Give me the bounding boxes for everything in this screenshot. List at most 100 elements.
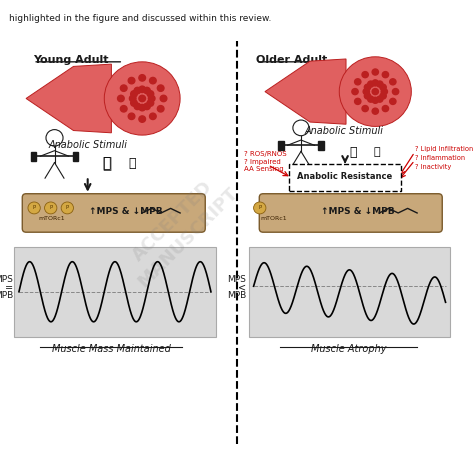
Text: Anabolic Stimuli: Anabolic Stimuli xyxy=(48,140,127,150)
Text: Young Adult: Young Adult xyxy=(33,55,109,65)
Bar xyxy=(278,141,284,150)
Text: ? Lipid Infiltration: ? Lipid Infiltration xyxy=(415,146,473,152)
Circle shape xyxy=(390,79,396,85)
Circle shape xyxy=(139,116,146,122)
Circle shape xyxy=(352,88,358,95)
Circle shape xyxy=(380,93,386,99)
Circle shape xyxy=(129,95,136,102)
Circle shape xyxy=(377,81,383,87)
Text: P: P xyxy=(258,206,261,210)
Circle shape xyxy=(390,98,396,104)
Text: ↑MPS & ↓MPB: ↑MPS & ↓MPB xyxy=(89,207,163,216)
Text: mTORc1: mTORc1 xyxy=(38,216,64,221)
Circle shape xyxy=(363,88,369,95)
Text: 🍔: 🍔 xyxy=(349,146,357,158)
Text: Muscle Mass Maintained: Muscle Mass Maintained xyxy=(52,344,171,354)
Circle shape xyxy=(139,86,146,93)
Text: Older Adult: Older Adult xyxy=(256,55,327,65)
Circle shape xyxy=(104,62,180,135)
Text: ? Impaired: ? Impaired xyxy=(244,159,281,165)
Text: 🍔: 🍔 xyxy=(102,156,111,170)
Circle shape xyxy=(157,85,164,92)
Bar xyxy=(31,152,36,161)
Text: <: < xyxy=(238,283,246,293)
Circle shape xyxy=(120,105,127,112)
Circle shape xyxy=(160,95,167,102)
Circle shape xyxy=(148,95,155,102)
FancyBboxPatch shape xyxy=(259,194,442,232)
Circle shape xyxy=(128,113,135,120)
Text: 🥤: 🥤 xyxy=(128,157,136,169)
Text: MPS: MPS xyxy=(0,275,13,284)
Circle shape xyxy=(120,85,127,92)
Circle shape xyxy=(128,77,135,84)
Text: ? Inactivity: ? Inactivity xyxy=(415,164,451,170)
Circle shape xyxy=(45,202,57,214)
Circle shape xyxy=(355,79,361,85)
Circle shape xyxy=(139,104,146,111)
Text: 🥤: 🥤 xyxy=(374,147,380,157)
Circle shape xyxy=(362,71,368,78)
Circle shape xyxy=(139,75,146,81)
Circle shape xyxy=(28,202,40,214)
Polygon shape xyxy=(265,59,346,124)
Text: P: P xyxy=(33,206,36,210)
Circle shape xyxy=(372,80,378,86)
Bar xyxy=(249,247,450,337)
Polygon shape xyxy=(26,64,111,133)
Text: MPS: MPS xyxy=(228,275,246,284)
Circle shape xyxy=(254,202,266,214)
Circle shape xyxy=(368,96,374,102)
Text: ACCEPTED
MANUSCRIPT: ACCEPTED MANUSCRIPT xyxy=(119,168,241,290)
Circle shape xyxy=(372,97,378,104)
Circle shape xyxy=(118,95,124,102)
Circle shape xyxy=(131,91,137,97)
Text: Muscle Atrophy: Muscle Atrophy xyxy=(310,344,386,354)
Circle shape xyxy=(157,106,164,112)
Circle shape xyxy=(339,57,411,126)
FancyBboxPatch shape xyxy=(22,194,205,232)
Bar xyxy=(318,141,323,150)
Bar xyxy=(14,247,216,337)
Circle shape xyxy=(134,103,141,109)
Circle shape xyxy=(149,113,156,120)
Circle shape xyxy=(149,77,156,84)
Circle shape xyxy=(372,88,378,95)
Text: highlighted in the figure and discussed within this review.: highlighted in the figure and discussed … xyxy=(9,14,272,23)
Text: mTORc1: mTORc1 xyxy=(261,216,287,221)
FancyBboxPatch shape xyxy=(289,164,401,191)
Text: P: P xyxy=(66,206,69,210)
Text: Anabolic Resistance: Anabolic Resistance xyxy=(298,172,392,181)
Text: P: P xyxy=(49,206,52,210)
Circle shape xyxy=(381,88,387,95)
Text: ? Inflammation: ? Inflammation xyxy=(415,155,465,161)
Circle shape xyxy=(144,87,150,94)
Circle shape xyxy=(139,95,146,102)
Circle shape xyxy=(147,100,154,106)
Circle shape xyxy=(368,81,374,87)
Circle shape xyxy=(355,98,361,104)
Circle shape xyxy=(392,88,399,95)
Text: ⬛: ⬛ xyxy=(102,156,111,171)
Circle shape xyxy=(382,105,389,112)
Circle shape xyxy=(382,71,389,78)
Circle shape xyxy=(134,87,141,94)
Circle shape xyxy=(131,100,137,106)
Text: ↑MPS & ↓MPB: ↑MPS & ↓MPB xyxy=(321,207,395,216)
Text: MPB: MPB xyxy=(227,291,246,300)
Circle shape xyxy=(372,69,378,75)
Circle shape xyxy=(380,84,386,90)
Text: AA Sensing: AA Sensing xyxy=(244,166,284,172)
Text: ? ROS/RNOS: ? ROS/RNOS xyxy=(244,151,287,157)
Bar xyxy=(73,152,78,161)
Circle shape xyxy=(147,91,154,97)
Circle shape xyxy=(365,93,371,99)
Circle shape xyxy=(144,103,150,109)
Circle shape xyxy=(362,105,368,112)
Text: =: = xyxy=(5,283,13,293)
Text: Anabolic Stimuli: Anabolic Stimuli xyxy=(304,126,383,136)
Circle shape xyxy=(372,108,378,114)
Text: MPB: MPB xyxy=(0,291,13,300)
Circle shape xyxy=(61,202,73,214)
Circle shape xyxy=(377,96,383,102)
